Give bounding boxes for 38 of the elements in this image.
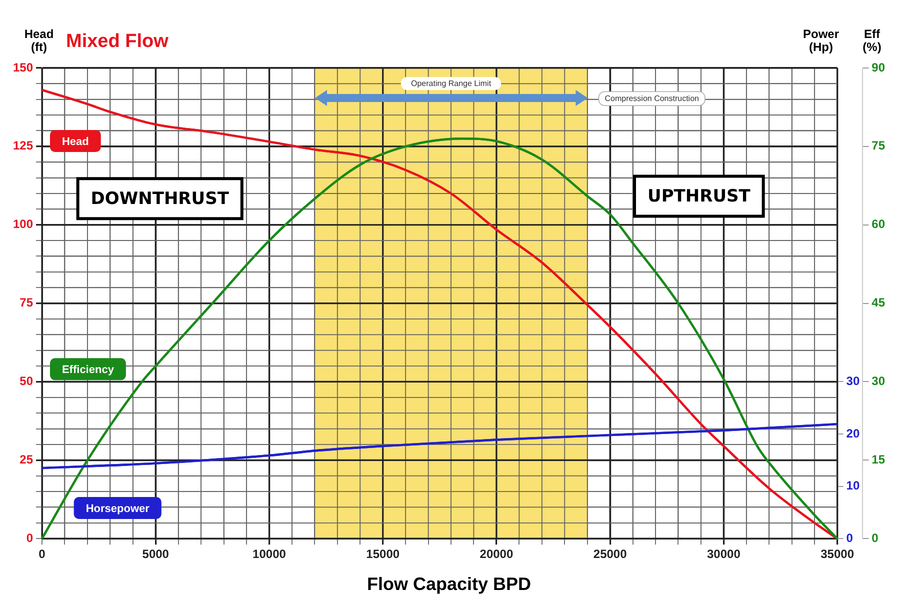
x-tick-label: 0 [38,547,46,562]
text: Head [62,136,89,148]
annotation: Compression Construction [604,94,699,103]
y-tick-label: 25 [20,452,34,466]
y3-axis-title: Eff (%) [862,27,882,54]
y3-tick-label: 45 [872,296,886,310]
x-tick-label: 5000 [142,547,170,562]
x-tick-label: 30000 [707,547,741,562]
chart-title: Mixed Flow [66,31,168,53]
x-axis-title: Flow Capacity BPD [366,574,532,595]
y3-tick-label: 90 [872,60,886,74]
y2-axis-title: Power (Hp) [802,27,840,54]
annotation: UPTHRUST [648,186,751,207]
y-tick-label: 100 [12,217,34,232]
x-tick-label: 10000 [252,547,286,562]
y3-tick-label: 75 [872,138,886,153]
y-tick-label: 125 [12,138,34,153]
x-tick-label: 20000 [480,547,514,562]
y2-tick-label: 10 [846,478,860,493]
y-tick-label: 150 [12,60,34,74]
y-tick-label: 0 [26,530,34,545]
y2-tick-label: 0 [846,530,854,545]
annotation: DOWNTHRUST [90,189,230,210]
y2-tick-label: 30 [846,374,860,388]
y2-tick-label: 20 [846,426,860,440]
y3-tick-label: 0 [872,530,879,545]
y3-tick-label: 15 [872,452,886,466]
band-label: Operating Range Limit [411,79,492,88]
x-tick-label: 35000 [820,547,854,562]
x-tick-label: 25000 [593,547,628,562]
text: Efficiency [62,364,115,376]
y3-tick-label: 30 [872,374,886,388]
y-tick-label: 50 [20,374,34,388]
text: Horsepower [86,503,150,516]
x-tick-label: 15000 [366,547,400,562]
y-axis-title: Head (ft) [23,27,55,54]
y-tick-label: 75 [20,296,34,310]
y3-tick-label: 60 [872,217,886,232]
